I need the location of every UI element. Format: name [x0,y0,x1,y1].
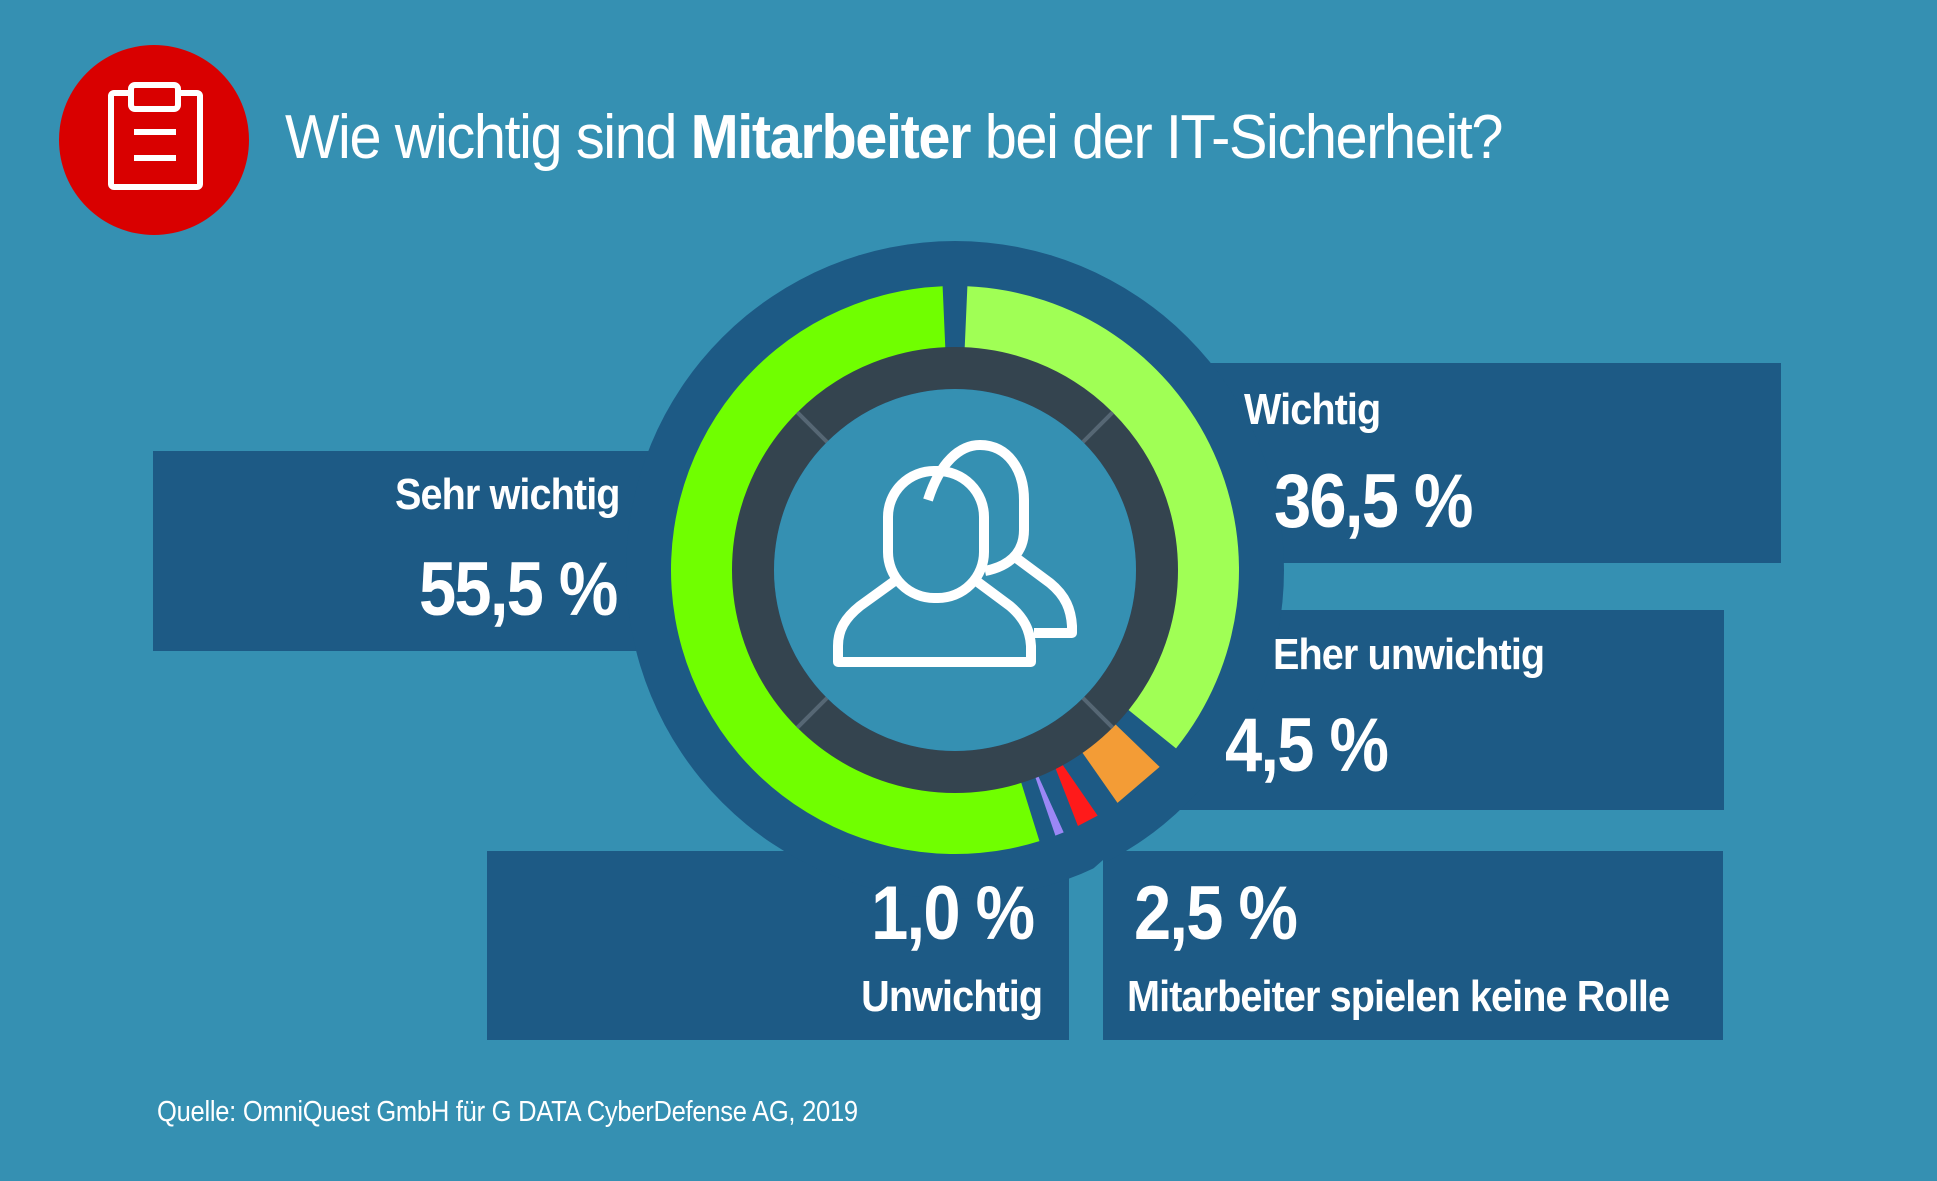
title-part-1: Wie wichtig sind [285,103,691,172]
panel-sehr-wichtig [153,451,673,651]
ring-ticks [795,410,1115,730]
slice-mitarbeiter-spielen-keine-rolle [1055,764,1098,827]
panel-gap-bottom [1070,860,1103,1040]
clipboard-badge [59,45,249,235]
center-disc [774,389,1136,751]
value-sehr-wichtig: 55,5 % [419,547,618,632]
inner-ring [732,347,1178,793]
value-keine-rolle: 2,5 % [1134,871,1298,956]
value-eher-unwichtig: 4,5 % [1225,703,1389,788]
slice-unwichtig [1035,775,1064,836]
title-emphasis: Mitarbeiter [690,103,972,172]
value-wichtig: 36,5 % [1274,459,1473,544]
ring-tick [1081,696,1115,730]
panel-keine-rolle [1103,851,1723,1040]
slice-eher-unwichtig [1082,723,1160,803]
slice-sehr-wichtig [671,286,1040,855]
ring-tick [795,696,829,730]
ring-tick [795,410,829,444]
label-keine-rolle: Mitarbeiter spielen keine Rolle [1127,972,1670,1021]
page-title: Wie wichtig sind Mitarbeiter bei der IT-… [285,98,1504,178]
title-part-2: bei der IT-Sicherheit? [970,103,1504,172]
label-wichtig: Wichtig [1244,385,1381,434]
slice-wichtig [964,286,1239,749]
people-icon [833,440,1077,667]
label-unwichtig: Unwichtig [860,972,1043,1021]
donut-slices [671,286,1239,855]
label-eher-unwichtig: Eher unwichtig [1273,630,1545,679]
clipboard-icon [108,82,203,190]
label-sehr-wichtig: Sehr wichtig [395,470,621,519]
ring-tick [1081,410,1115,444]
value-unwichtig: 1,0 % [870,871,1035,956]
source-note: Quelle: OmniQuest GmbH für G DATA CyberD… [157,1096,858,1128]
